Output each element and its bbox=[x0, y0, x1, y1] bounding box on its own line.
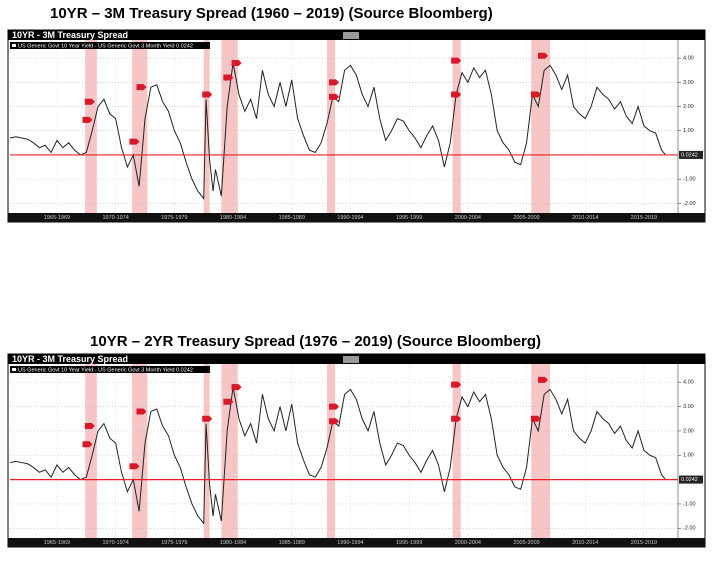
panel-frame bbox=[7, 29, 706, 223]
x-tick-label: 1985-1989 bbox=[279, 215, 305, 221]
inversion-marker bbox=[202, 415, 213, 422]
recession-band bbox=[132, 364, 148, 538]
header-button bbox=[343, 356, 359, 363]
x-tick-label: 1980-1984 bbox=[220, 540, 246, 546]
recession-band bbox=[531, 364, 551, 538]
legend-label: US Generic Govt 10 Year Yield - US Gener… bbox=[18, 44, 193, 50]
inversion-marker bbox=[329, 79, 340, 86]
inversion-marker bbox=[223, 74, 234, 81]
inversion-marker bbox=[329, 418, 340, 425]
recession-band bbox=[203, 40, 210, 213]
legend-swatch bbox=[12, 44, 16, 47]
y-tick-label: 1.00 bbox=[683, 453, 694, 459]
recession-band bbox=[452, 40, 461, 213]
legend-box bbox=[10, 366, 210, 373]
x-tick-label: 1965-1969 bbox=[44, 215, 70, 221]
chart-title: 10YR – 2YR Treasury Spread (1976 – 2019)… bbox=[90, 333, 541, 350]
inversion-marker bbox=[136, 408, 147, 415]
inversion-marker bbox=[202, 91, 213, 98]
y-tick-label: 4.00 bbox=[683, 380, 694, 386]
x-tick-label: 1995-1999 bbox=[396, 215, 422, 221]
x-tick-label: 2015-2019 bbox=[631, 215, 657, 221]
inversion-marker bbox=[129, 463, 140, 470]
x-tick-label: 1975-1979 bbox=[161, 540, 187, 546]
y-tick-label: 4.00 bbox=[683, 56, 694, 62]
x-tick-label: 1965-1969 bbox=[44, 540, 70, 546]
inversion-marker bbox=[82, 116, 93, 123]
y-tick-label: 3.00 bbox=[683, 80, 694, 86]
header-button bbox=[343, 32, 359, 39]
x-tick-label: 2005-2009 bbox=[513, 215, 539, 221]
last-value-box bbox=[679, 150, 703, 159]
inversion-marker bbox=[451, 91, 462, 98]
inversion-marker bbox=[329, 403, 340, 410]
x-tick-label: 1970-1974 bbox=[103, 540, 129, 546]
inversion-marker bbox=[82, 441, 93, 448]
x-tick-label: 1990-1994 bbox=[337, 215, 363, 221]
panel-frame bbox=[7, 353, 706, 548]
panel-title: 10YR - 3M Treasury Spread bbox=[12, 30, 128, 40]
x-tick-label: 1975-1979 bbox=[161, 215, 187, 221]
recession-band bbox=[326, 364, 336, 538]
x-tick-label: 2010-2014 bbox=[572, 215, 598, 221]
inversion-marker bbox=[451, 57, 462, 64]
x-tick-label: 1970-1974 bbox=[103, 215, 129, 221]
recession-band bbox=[531, 40, 551, 213]
legend-label: US Generic Govt 10 Year Yield - US Gener… bbox=[18, 368, 193, 374]
recession-band bbox=[221, 40, 238, 213]
recession-band bbox=[221, 364, 238, 538]
x-tick-label: 2000-2004 bbox=[455, 540, 481, 546]
x-tick-label: 2010-2014 bbox=[572, 540, 598, 546]
inversion-marker bbox=[231, 384, 242, 391]
inversion-marker bbox=[136, 84, 147, 91]
inversion-marker bbox=[530, 415, 541, 422]
recession-band bbox=[452, 364, 461, 538]
x-tick-label: 1995-1999 bbox=[396, 540, 422, 546]
inversion-marker bbox=[329, 93, 340, 100]
inversion-marker bbox=[84, 423, 95, 430]
inversion-marker bbox=[231, 59, 242, 66]
x-axis-strip bbox=[8, 538, 705, 547]
y-tick-label: -2.00 bbox=[683, 201, 696, 207]
y-tick-label: 3.00 bbox=[683, 404, 694, 410]
recession-band bbox=[132, 40, 148, 213]
y-tick-label: 2.00 bbox=[683, 428, 694, 434]
inversion-marker bbox=[84, 98, 95, 105]
x-tick-label: 2000-2004 bbox=[455, 215, 481, 221]
inversion-marker bbox=[451, 381, 462, 388]
recession-band bbox=[203, 364, 210, 538]
inversion-marker bbox=[537, 52, 548, 59]
inversion-marker bbox=[129, 138, 140, 145]
x-tick-label: 1985-1989 bbox=[279, 540, 305, 546]
x-tick-label: 1990-1994 bbox=[337, 540, 363, 546]
x-tick-label: 1980-1984 bbox=[220, 215, 246, 221]
y-tick-label: 1.00 bbox=[683, 128, 694, 134]
chart: 10YR – 3M Treasury Spread (1960 – 2019) … bbox=[7, 5, 706, 223]
y-tick-label: -1.00 bbox=[683, 501, 696, 507]
last-value-label: 0.0242 bbox=[681, 477, 698, 483]
chart-title: 10YR – 3M Treasury Spread (1960 – 2019) … bbox=[50, 5, 493, 22]
y-tick-label: 2.00 bbox=[683, 104, 694, 110]
x-tick-label: 2005-2009 bbox=[513, 540, 539, 546]
inversion-marker bbox=[530, 91, 541, 98]
inversion-marker bbox=[451, 415, 462, 422]
recession-band bbox=[85, 40, 97, 213]
x-tick-label: 2015-2019 bbox=[631, 540, 657, 546]
panel-title: 10YR - 3M Treasury Spread bbox=[12, 354, 128, 364]
y-tick-label: -2.00 bbox=[683, 526, 696, 532]
chart: 10YR – 2YR Treasury Spread (1976 – 2019)… bbox=[7, 333, 706, 548]
last-value-box bbox=[679, 475, 703, 484]
legend-box bbox=[10, 42, 210, 49]
last-value-label: 0.0242 bbox=[681, 152, 698, 158]
recession-band bbox=[326, 40, 336, 213]
inversion-marker bbox=[537, 376, 548, 383]
recession-band bbox=[85, 364, 97, 538]
legend-swatch bbox=[12, 368, 16, 371]
y-tick-label: -1.00 bbox=[683, 177, 696, 183]
x-axis-strip bbox=[8, 213, 705, 222]
inversion-marker bbox=[223, 398, 234, 405]
